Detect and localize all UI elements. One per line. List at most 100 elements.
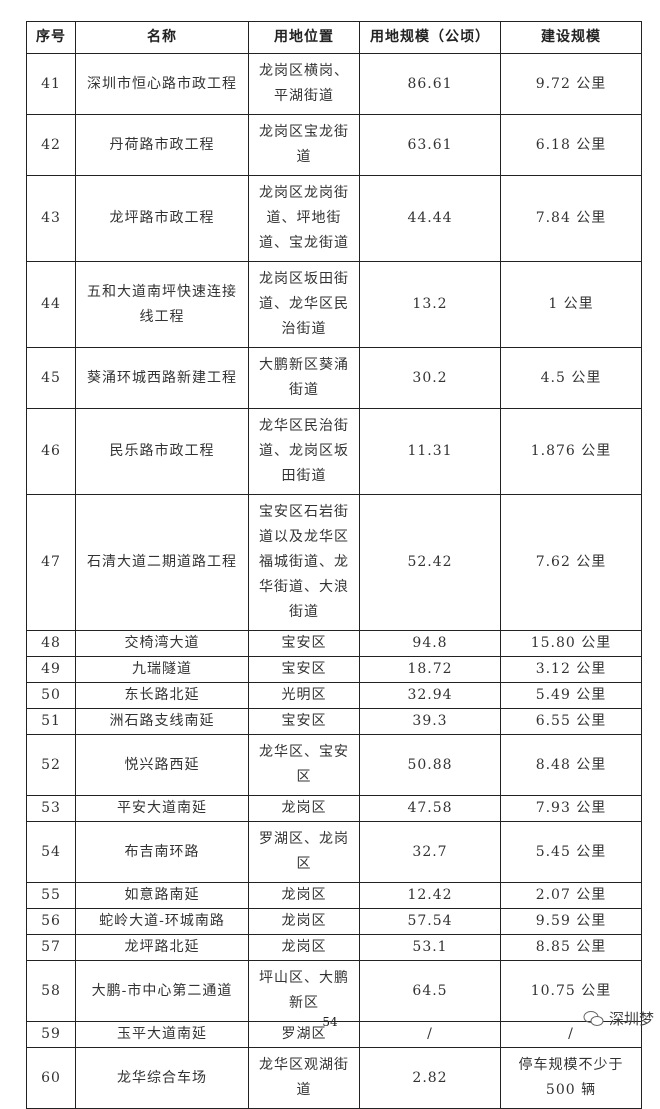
- table-row: 56 蛇岭大道-环城南路 龙岗区 57.54 9.59 公里: [26, 908, 642, 935]
- project-table: 序号 名称 用地位置 用地规模（公顷） 建设规模 41 深圳市恒心路市政工程 龙岗区…: [26, 21, 642, 1109]
- table-row: 53 平安大道南延 龙岗区 47.58 7.93 公里: [26, 795, 642, 822]
- cell-land-area: 39.3: [359, 708, 501, 735]
- cell-construction-scale: 9.72 公里: [500, 53, 642, 115]
- cell-land-area: 63.61: [359, 114, 501, 176]
- cell-location: 龙岗区: [248, 882, 360, 909]
- table-row: 48 交椅湾大道 宝安区 94.8 15.80 公里: [26, 630, 642, 657]
- cell-construction-scale: 1 公里: [500, 261, 642, 348]
- table-body: 41 深圳市恒心路市政工程 龙岗区横岗、平湖街道 86.61 9.72 公里 42 丹荷路市…: [26, 53, 642, 1109]
- cell-land-area: 11.31: [359, 408, 501, 495]
- cell-row-number: 52: [26, 734, 76, 796]
- cell-row-number: 49: [26, 656, 76, 683]
- cell-project-name: 葵涌环城西路新建工程: [75, 347, 249, 409]
- cell-land-area: 12.42: [359, 882, 501, 909]
- table-row: 52 悦兴路西延 龙华区、宝安区 50.88 8.48 公里: [26, 734, 642, 796]
- cell-row-number: 42: [26, 114, 76, 176]
- cell-land-area: 44.44: [359, 175, 501, 262]
- cell-construction-scale: 9.59 公里: [500, 908, 642, 935]
- cell-project-name: 悦兴路西延: [75, 734, 249, 796]
- cell-location: 龙岗区坂田街道、龙华区民治街道: [248, 261, 360, 348]
- cell-row-number: 56: [26, 908, 76, 935]
- cell-project-name: 如意路南延: [75, 882, 249, 909]
- header-area: 用地规模（公顷）: [359, 21, 501, 54]
- cell-row-number: 50: [26, 682, 76, 709]
- cell-construction-scale: 5.45 公里: [500, 821, 642, 883]
- cell-land-area: 30.2: [359, 347, 501, 409]
- page-number: 54: [322, 1015, 338, 1029]
- cell-construction-scale: 1.876 公里: [500, 408, 642, 495]
- cell-row-number: 46: [26, 408, 76, 495]
- header-location: 用地位置: [248, 21, 360, 54]
- cell-project-name: 洲石路支线南延: [75, 708, 249, 735]
- cell-land-area: 52.42: [359, 494, 501, 631]
- cell-project-name: 九瑞隧道: [75, 656, 249, 683]
- table-row: 55 如意路南延 龙岗区 12.42 2.07 公里: [26, 882, 642, 909]
- cell-construction-scale: 8.85 公里: [500, 934, 642, 961]
- cell-construction-scale: 15.80 公里: [500, 630, 642, 657]
- cell-construction-scale: 7.84 公里: [500, 175, 642, 262]
- cell-location: 宝安区石岩街道以及龙华区福城街道、龙华街道、大浪街道: [248, 494, 360, 631]
- cell-project-name: 蛇岭大道-环城南路: [75, 908, 249, 935]
- cell-project-name: 龙坪路市政工程: [75, 175, 249, 262]
- cell-construction-scale: 10.75 公里: [500, 960, 642, 1022]
- cell-row-number: 47: [26, 494, 76, 631]
- cell-row-number: 59: [26, 1021, 76, 1048]
- cell-project-name: 民乐路市政工程: [75, 408, 249, 495]
- cell-row-number: 41: [26, 53, 76, 115]
- table-row: 42 丹荷路市政工程 龙岗区宝龙街道 63.61 6.18 公里: [26, 114, 642, 176]
- cell-location: 宝安区: [248, 708, 360, 735]
- cell-land-area: 94.8: [359, 630, 501, 657]
- cell-project-name: 石清大道二期道路工程: [75, 494, 249, 631]
- table-row: 60 龙华综合车场 龙华区观湖街道 2.82 停车规模不少于 500 辆: [26, 1047, 642, 1109]
- cell-location: 坪山区、大鹏新区: [248, 960, 360, 1022]
- cell-project-name: 五和大道南坪快速连接线工程: [75, 261, 249, 348]
- table-row: 47 石清大道二期道路工程 宝安区石岩街道以及龙华区福城街道、龙华街道、大浪街道 52…: [26, 494, 642, 631]
- cell-row-number: 53: [26, 795, 76, 822]
- cell-construction-scale: 5.49 公里: [500, 682, 642, 709]
- cell-construction-scale: 2.07 公里: [500, 882, 642, 909]
- cell-location: 龙岗区横岗、平湖街道: [248, 53, 360, 115]
- cell-land-area: 13.2: [359, 261, 501, 348]
- table-row: 57 龙坪路北延 龙岗区 53.1 8.85 公里: [26, 934, 642, 961]
- table-row: 44 五和大道南坪快速连接线工程 龙岗区坂田街道、龙华区民治街道 13.2 1 公里: [26, 261, 642, 348]
- cell-row-number: 43: [26, 175, 76, 262]
- cell-location: 光明区: [248, 682, 360, 709]
- cell-location: 龙岗区龙岗街道、坪地街道、宝龙街道: [248, 175, 360, 262]
- table-row: 45 葵涌环城西路新建工程 大鹏新区葵涌街道 30.2 4.5 公里: [26, 347, 642, 409]
- cell-row-number: 57: [26, 934, 76, 961]
- cell-project-name: 大鹏-市中心第二通道: [75, 960, 249, 1022]
- cell-location: 龙岗区: [248, 934, 360, 961]
- cell-location: 罗湖区: [248, 1021, 360, 1048]
- cell-location: 龙华区、宝安区: [248, 734, 360, 796]
- cell-location: 宝安区: [248, 630, 360, 657]
- cell-construction-scale: 6.18 公里: [500, 114, 642, 176]
- header-name: 名称: [75, 21, 249, 54]
- cell-location: 龙岗区宝龙街道: [248, 114, 360, 176]
- cell-row-number: 58: [26, 960, 76, 1022]
- cell-location: 龙岗区: [248, 908, 360, 935]
- table-row: 58 大鹏-市中心第二通道 坪山区、大鹏新区 64.5 10.75 公里: [26, 960, 642, 1022]
- cell-construction-scale: 7.62 公里: [500, 494, 642, 631]
- table-row: 46 民乐路市政工程 龙华区民治街道、龙岗区坂田街道 11.31 1.876 公里: [26, 408, 642, 495]
- header-scale: 建设规模: [500, 21, 642, 54]
- cell-land-area: 32.94: [359, 682, 501, 709]
- cell-project-name: 布吉南环路: [75, 821, 249, 883]
- cell-land-area: 18.72: [359, 656, 501, 683]
- cell-row-number: 48: [26, 630, 76, 657]
- cell-row-number: 54: [26, 821, 76, 883]
- cell-project-name: 丹荷路市政工程: [75, 114, 249, 176]
- cell-project-name: 东长路北延: [75, 682, 249, 709]
- cell-project-name: 平安大道南延: [75, 795, 249, 822]
- watermark-text: 深圳梦: [608, 1010, 654, 1028]
- cell-construction-scale: 6.55 公里: [500, 708, 642, 735]
- cell-project-name: 龙华综合车场: [75, 1047, 249, 1109]
- cell-location: 罗湖区、龙岗区: [248, 821, 360, 883]
- cell-project-name: 深圳市恒心路市政工程: [75, 53, 249, 115]
- table-row: 51 洲石路支线南延 宝安区 39.3 6.55 公里: [26, 708, 642, 735]
- table-row: 43 龙坪路市政工程 龙岗区龙岗街道、坪地街道、宝龙街道 44.44 7.84 公里: [26, 175, 642, 262]
- cell-land-area: 47.58: [359, 795, 501, 822]
- wechat-icon: [583, 1010, 604, 1026]
- cell-project-name: 龙坪路北延: [75, 934, 249, 961]
- cell-location: 龙华区民治街道、龙岗区坂田街道: [248, 408, 360, 495]
- header-no: 序号: [26, 21, 76, 54]
